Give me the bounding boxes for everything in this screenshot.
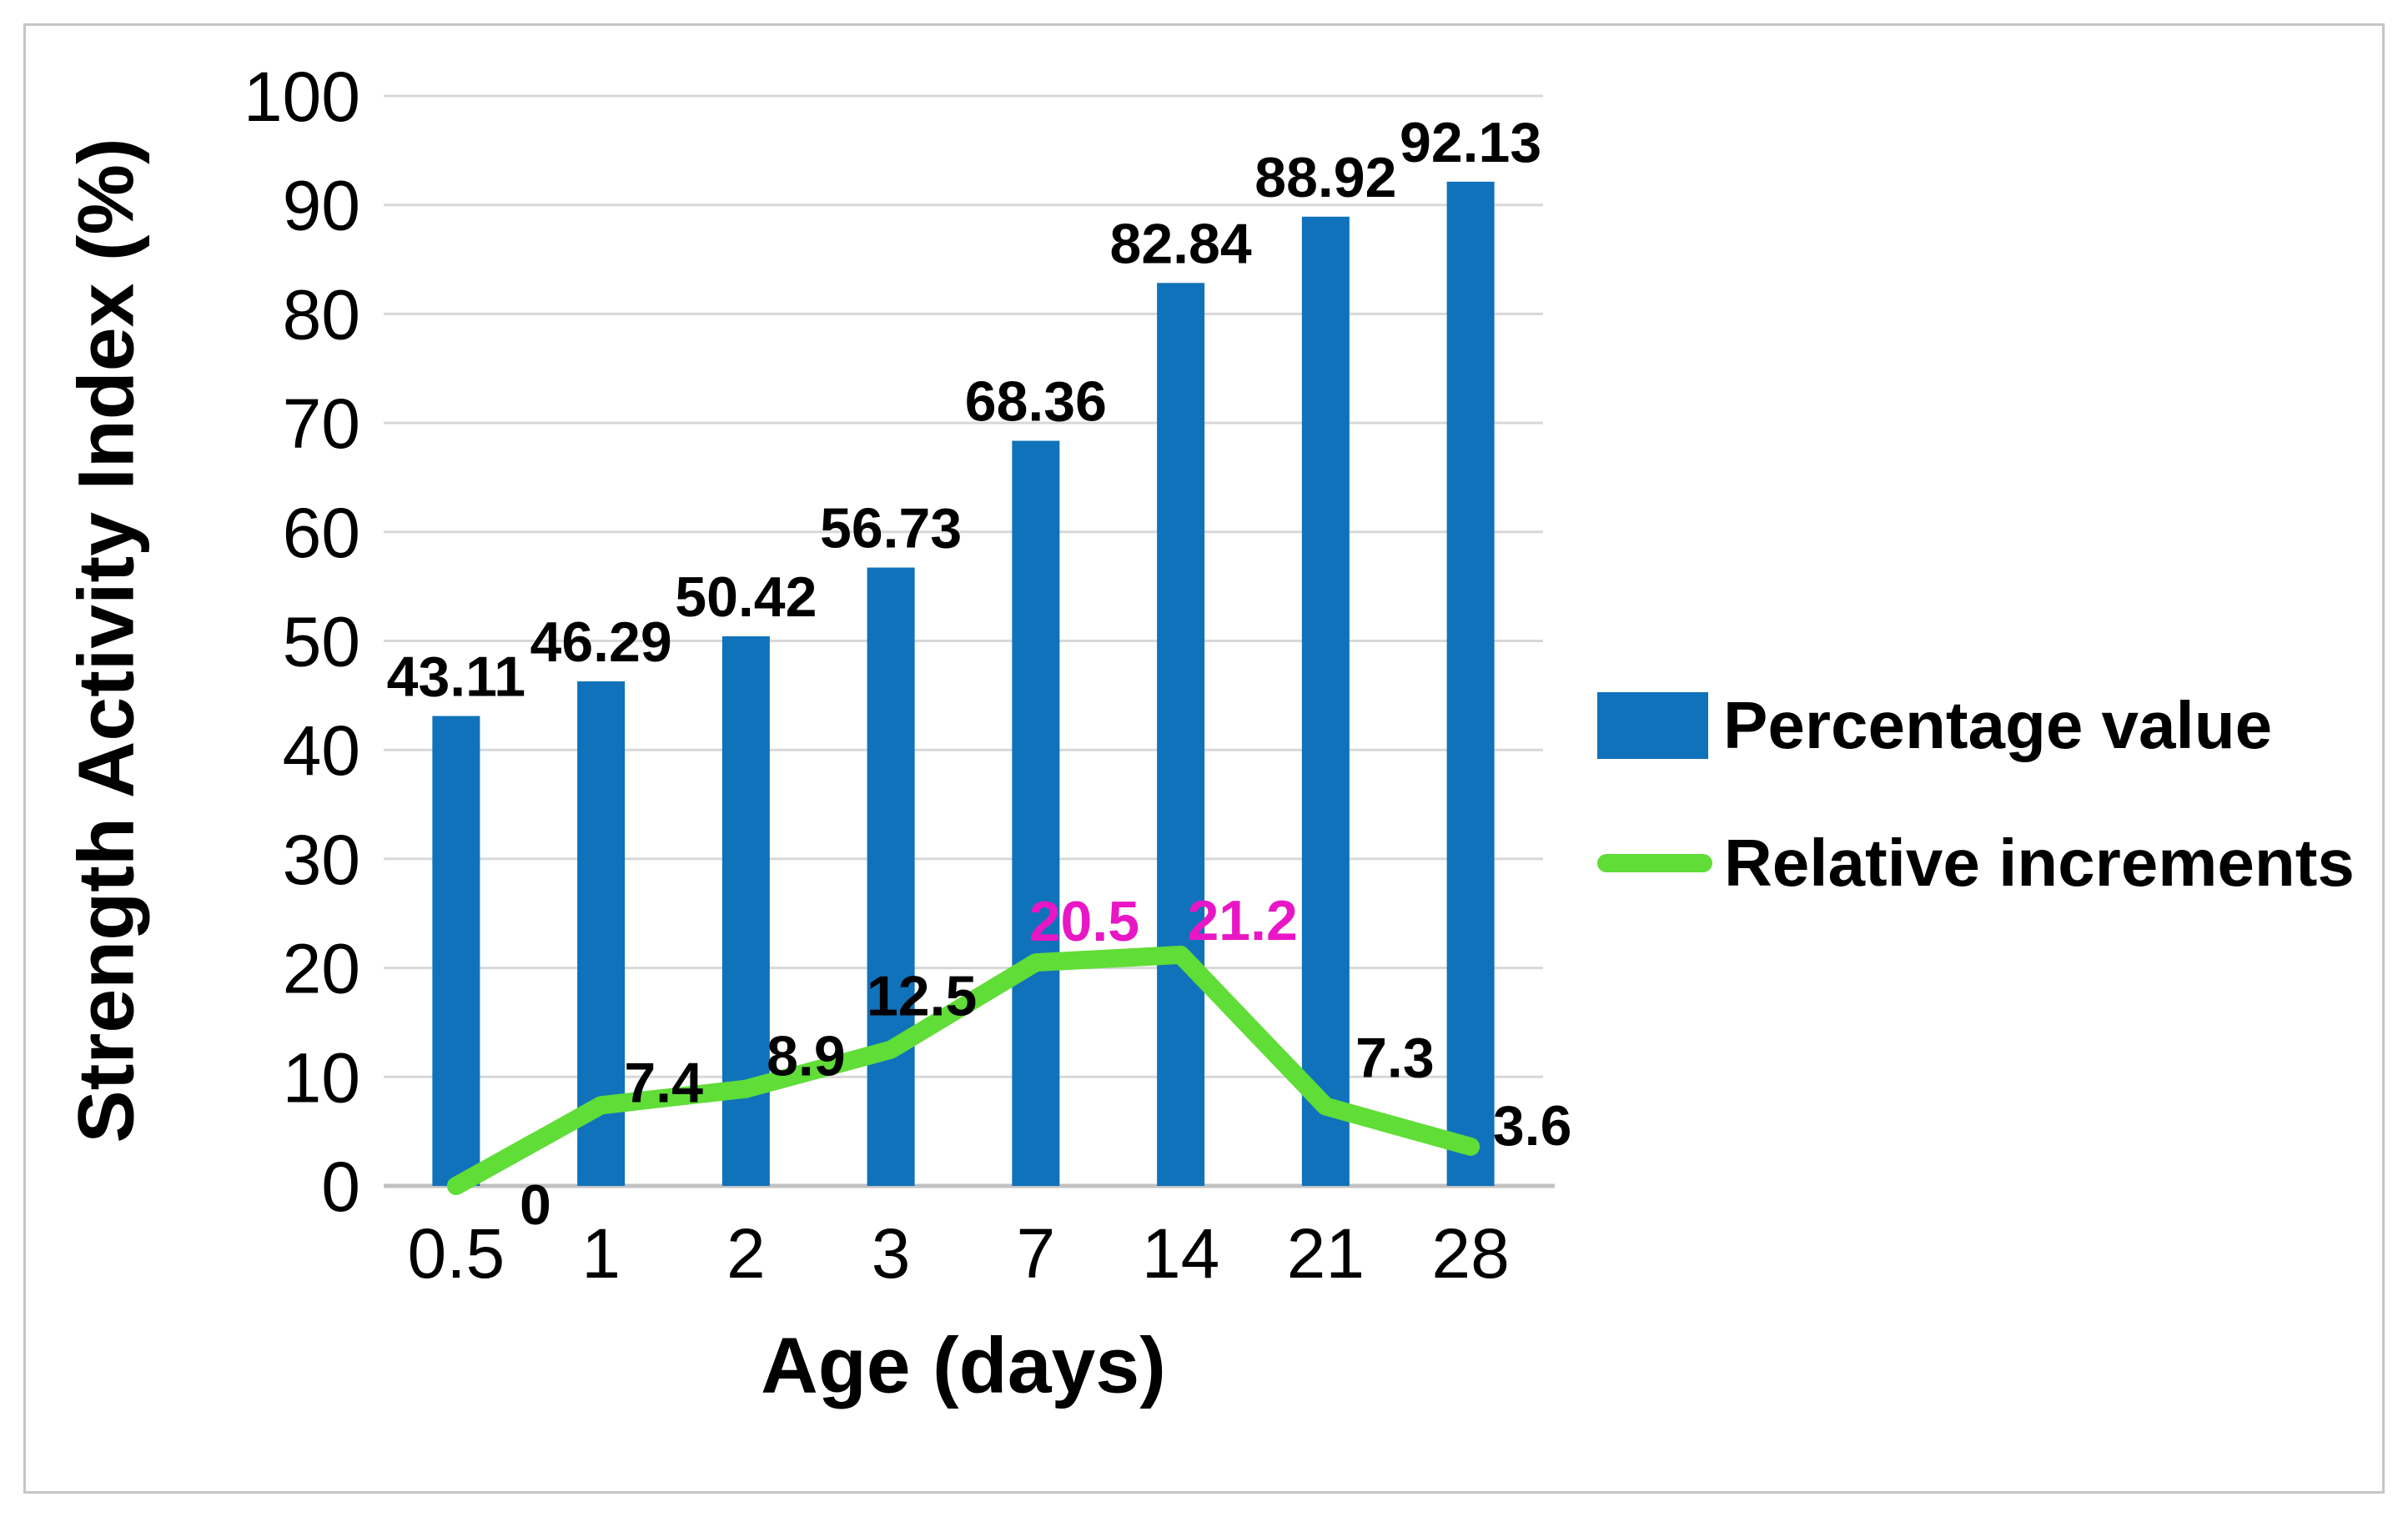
- x-tick-label: 2: [726, 1214, 766, 1293]
- x-tick-label: 14: [1142, 1214, 1219, 1293]
- x-tick-label: 0.5: [407, 1214, 505, 1293]
- legend-item-relative-increments: Relative increments: [1597, 825, 2355, 902]
- legend-label-relative-increments: Relative increments: [1724, 826, 2355, 900]
- x-tick-label: 7: [1017, 1214, 1056, 1293]
- bar: [432, 716, 480, 1186]
- y-tick-label: 10: [283, 1038, 360, 1117]
- bar-value-label: 92.13: [1400, 111, 1541, 174]
- line-value-label: 21.2: [1187, 889, 1297, 952]
- y-tick-label: 0: [321, 1148, 360, 1226]
- legend-bar-swatch-icon: [1597, 692, 1708, 759]
- bar: [1012, 440, 1060, 1186]
- y-tick-label: 100: [244, 58, 360, 136]
- bar: [867, 567, 915, 1186]
- legend-line-swatch-icon: [1597, 854, 1712, 872]
- y-axis-title: Strength Activity Index (%): [62, 138, 151, 1143]
- y-tick-label: 30: [283, 821, 360, 899]
- y-tick-label: 50: [283, 603, 360, 681]
- bar-value-label: 82.84: [1110, 212, 1252, 275]
- legend-label-percentage-value: Percentage value: [1723, 688, 2273, 762]
- line-value-label: 8.9: [767, 1025, 846, 1088]
- bar: [1301, 216, 1350, 1186]
- y-tick-label: 90: [283, 167, 360, 245]
- bar-value-label: 56.73: [820, 497, 962, 560]
- y-tick-label: 20: [283, 930, 360, 1008]
- legend-item-percentage-value: Percentage value: [1597, 687, 2272, 764]
- line-value-label: 7.3: [1355, 1027, 1435, 1090]
- bar-value-label: 50.42: [675, 565, 817, 629]
- trend-line: [446, 945, 1480, 1195]
- line-value-label: 20.5: [1029, 890, 1139, 953]
- bar-value-label: 43.11: [387, 645, 525, 709]
- line-value-label: 12.5: [867, 965, 977, 1028]
- bar: [721, 636, 770, 1186]
- y-tick-label: 70: [283, 384, 360, 463]
- bar: [1446, 181, 1495, 1187]
- x-tick-label: 1: [581, 1214, 621, 1293]
- bar-value-label: 46.29: [530, 610, 672, 674]
- bar: [1157, 283, 1205, 1186]
- bar-value-label: 68.36: [965, 370, 1107, 434]
- line-value-label: 7.4: [624, 1051, 703, 1114]
- x-tick-label: 21: [1287, 1214, 1365, 1293]
- line-value-label: 0: [520, 1173, 551, 1237]
- y-tick-label: 40: [283, 711, 360, 790]
- x-axis-title: Age (days): [761, 1321, 1166, 1410]
- bar-value-label: 88.92: [1254, 146, 1396, 209]
- y-tick-label: 80: [283, 275, 360, 354]
- line-value-label: 3.6: [1493, 1094, 1572, 1158]
- x-tick-label: 28: [1431, 1214, 1509, 1293]
- y-tick-label: 60: [283, 494, 360, 572]
- x-tick-label: 3: [872, 1214, 911, 1293]
